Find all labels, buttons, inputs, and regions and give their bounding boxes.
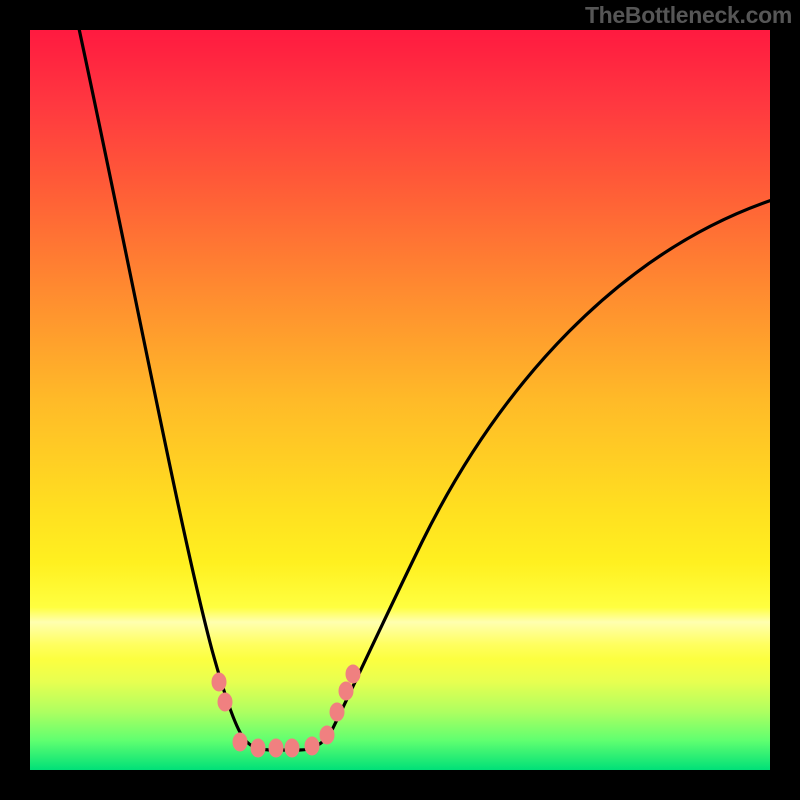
curve-marker — [233, 733, 247, 751]
watermark-text: TheBottleneck.com — [585, 2, 792, 29]
chart-frame: TheBottleneck.com — [0, 0, 800, 800]
curve-marker — [320, 726, 334, 744]
curve-marker — [285, 739, 299, 757]
curve-marker — [218, 693, 232, 711]
curve-marker — [212, 673, 226, 691]
curve-marker — [305, 737, 319, 755]
plot-area — [30, 30, 770, 770]
curve-marker — [339, 682, 353, 700]
chart-svg — [30, 30, 770, 770]
curve-marker — [330, 703, 344, 721]
gradient-background — [30, 30, 770, 770]
curve-marker — [269, 739, 283, 757]
curve-marker — [251, 739, 265, 757]
curve-marker — [346, 665, 360, 683]
